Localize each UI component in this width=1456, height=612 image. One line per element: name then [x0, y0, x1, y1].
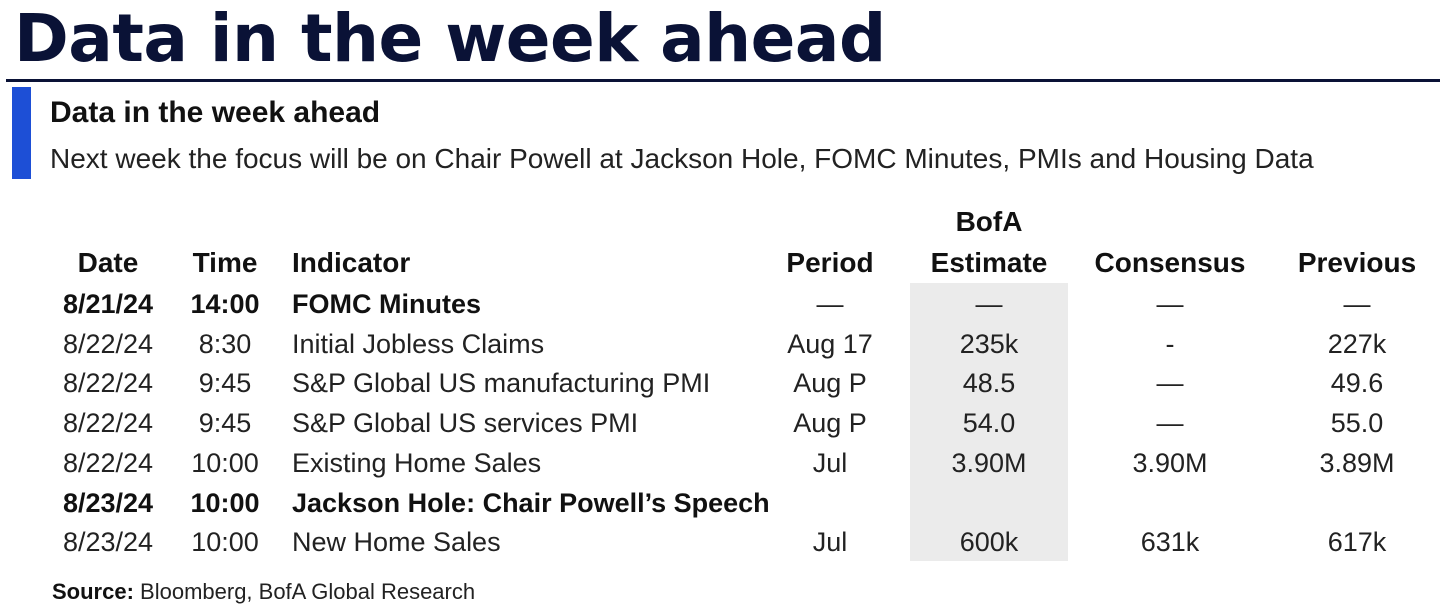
source-note: Source: Bloomberg, BofA Global Research	[52, 576, 475, 608]
cell-date: 8/23/24	[62, 487, 154, 518]
cell-indicator: Initial Jobless Claims	[292, 328, 545, 359]
exhibit-subtitle: Next week the focus will be on Chair Pow…	[50, 143, 1314, 174]
header-consensus: Consensus	[1094, 247, 1246, 278]
exhibit-title: Data in the week ahead	[50, 96, 381, 129]
header-previous: Previous	[1297, 247, 1417, 278]
cell-consensus: —	[1156, 408, 1184, 439]
cell-previous: 3.89M	[1319, 447, 1395, 478]
cell-estimate: 54.0	[962, 408, 1016, 439]
cell-date: 8/21/24	[62, 289, 154, 319]
cell-estimate: 3.90M	[951, 447, 1027, 478]
header-period: Period	[786, 247, 874, 278]
cell-consensus: 3.90M	[1132, 447, 1208, 478]
cell-estimate: 48.5	[962, 368, 1016, 399]
page-title: Data in the week ahead	[14, 0, 886, 77]
cell-previous: 49.6	[1330, 368, 1384, 399]
cell-previous: 227k	[1327, 328, 1387, 359]
cell-previous: 55.0	[1330, 408, 1384, 439]
cell-indicator: S&P Global US services PMI	[292, 408, 639, 439]
cell-estimate: 235k	[959, 328, 1019, 359]
cell-consensus: —	[1156, 368, 1184, 399]
cell-time: 8:30	[198, 328, 252, 359]
cell-period: Aug 17	[787, 328, 873, 359]
cell-time: 10:00	[191, 527, 259, 558]
cell-time: 10:00	[190, 487, 260, 518]
cell-consensus: —	[1156, 289, 1184, 319]
cell-period: Jul	[812, 527, 848, 558]
cell-period: Aug P	[793, 368, 867, 399]
cell-date: 8/22/24	[62, 447, 154, 478]
title-divider	[6, 79, 1440, 82]
header-indicator: Indicator	[292, 247, 411, 278]
cell-previous: 617k	[1327, 527, 1387, 558]
header-estimate-line2: Estimate	[930, 247, 1048, 278]
cell-date: 8/23/24	[62, 527, 154, 558]
header-estimate-line1: BofA	[955, 206, 1023, 237]
cell-consensus: 631k	[1140, 527, 1200, 558]
cell-period: Aug P	[793, 408, 867, 439]
header-time: Time	[192, 247, 258, 278]
cell-consensus: -	[1165, 328, 1175, 359]
cell-period: —	[816, 289, 844, 319]
cell-indicator: FOMC Minutes	[292, 289, 481, 319]
exhibit-accent-bar	[12, 87, 31, 179]
source-text: Bloomberg, BofA Global Research	[133, 579, 476, 604]
cell-period: Jul	[812, 447, 848, 478]
cell-time: 14:00	[190, 289, 260, 319]
cell-date: 8/22/24	[62, 368, 154, 399]
cell-previous: —	[1343, 289, 1371, 319]
cell-time: 10:00	[191, 447, 259, 478]
estimate-column-shading	[910, 283, 1068, 561]
header-date: Date	[77, 247, 139, 278]
cell-indicator: Existing Home Sales	[292, 447, 542, 478]
cell-time: 9:45	[198, 408, 252, 439]
cell-estimate: —	[975, 289, 1003, 319]
cell-date: 8/22/24	[62, 328, 154, 359]
cell-indicator: Jackson Hole: Chair Powell’s Speech	[292, 487, 770, 518]
cell-estimate: 600k	[959, 527, 1019, 558]
source-label: Source:	[52, 579, 134, 604]
cell-time: 9:45	[198, 368, 252, 399]
cell-date: 8/22/24	[62, 408, 154, 439]
cell-indicator: S&P Global US manufacturing PMI	[292, 368, 711, 399]
cell-indicator: New Home Sales	[292, 527, 501, 558]
